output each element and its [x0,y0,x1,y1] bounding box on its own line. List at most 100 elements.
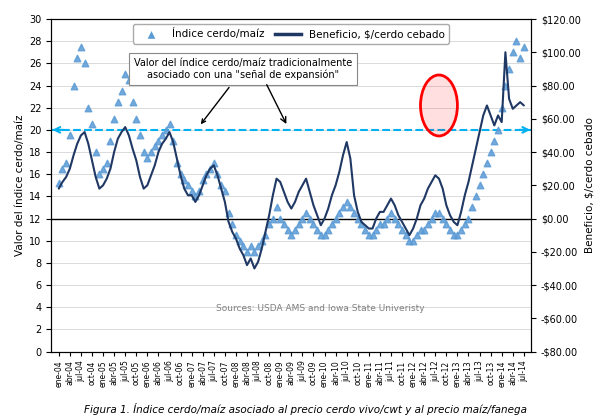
Ellipse shape [420,75,458,136]
Point [172,160,182,166]
Point [508,49,518,56]
Point [183,182,193,189]
Point [393,221,403,228]
Point [268,215,278,222]
Point [279,221,289,228]
Point [135,132,145,139]
Point [298,215,307,222]
Point [408,238,418,244]
Point [442,221,451,228]
Point [157,132,167,139]
Point [515,54,525,61]
Point [264,221,274,228]
Point [139,149,149,155]
Point [290,226,300,233]
Point [349,210,359,216]
Point [434,210,444,216]
Point [467,204,477,211]
Point [224,210,234,216]
Point [401,232,411,238]
Text: Valor del índice cerdo/maíz tradicionalmente
asociado con una "señal de expansió: Valor del índice cerdo/maíz tradicionalm… [134,58,353,123]
Point [371,226,381,233]
Point [475,182,484,189]
Point [294,221,304,228]
Point [327,221,337,228]
Point [194,187,204,194]
Point [95,171,104,178]
Point [165,121,174,128]
Point [497,104,506,111]
Point [456,226,466,233]
Point [146,149,156,155]
Point [61,160,71,166]
Point [209,160,218,166]
Point [213,171,223,178]
Point [246,243,256,250]
Point [519,43,529,50]
Point [260,232,270,238]
Point [113,99,123,106]
Point [412,232,422,238]
Point [361,226,370,233]
Point [168,137,178,144]
Point [489,137,499,144]
Point [54,180,63,186]
Point [109,115,119,122]
Point [316,232,326,238]
Point [404,238,414,244]
Point [460,221,470,228]
Point [257,238,267,244]
Point [427,215,437,222]
Point [438,215,448,222]
Point [331,215,340,222]
Point [242,248,252,255]
Point [217,182,226,189]
Point [201,171,211,178]
Point [386,210,396,216]
Point [486,149,495,155]
Point [231,232,241,238]
Point [249,248,259,255]
Point [253,243,263,250]
Point [76,43,86,50]
Point [390,215,400,222]
Point [342,199,351,205]
Point [228,221,237,228]
Point [353,215,362,222]
Point [478,171,488,178]
Point [98,166,108,172]
Point [320,232,329,238]
Point [239,243,248,250]
Point [368,232,378,238]
Point [445,226,455,233]
Point [198,176,207,183]
Text: Sources: USDA AMS and Iowa State Univeristy: Sources: USDA AMS and Iowa State Univeri… [216,304,425,313]
Point [271,204,281,211]
Point [117,88,126,94]
Point [419,226,429,233]
Point [124,77,134,83]
Point [176,171,185,178]
Point [73,54,82,61]
Point [493,127,503,133]
Point [364,232,374,238]
Point [154,137,163,144]
Point [190,193,200,200]
Point [131,115,141,122]
Point [69,82,79,89]
Point [482,160,492,166]
Point [120,71,130,78]
Point [220,187,230,194]
Point [87,121,97,128]
Point [309,221,318,228]
Point [150,143,160,150]
Point [80,60,90,67]
Point [338,204,348,211]
Point [345,204,355,211]
Y-axis label: Beneficio, $/cerdo cebado: Beneficio, $/cerdo cebado [585,117,595,253]
Point [161,127,171,133]
Legend: Índice cerdo/maíz, Beneficio, $/cerdo cebado: Índice cerdo/maíz, Beneficio, $/cerdo ce… [134,24,449,44]
Point [471,193,481,200]
Text: Figura 1. Índice cerdo/maíz asociado al precio cerdo vivo/cwt y al precio maíz/f: Figura 1. Índice cerdo/maíz asociado al … [84,403,526,415]
Point [431,210,440,216]
